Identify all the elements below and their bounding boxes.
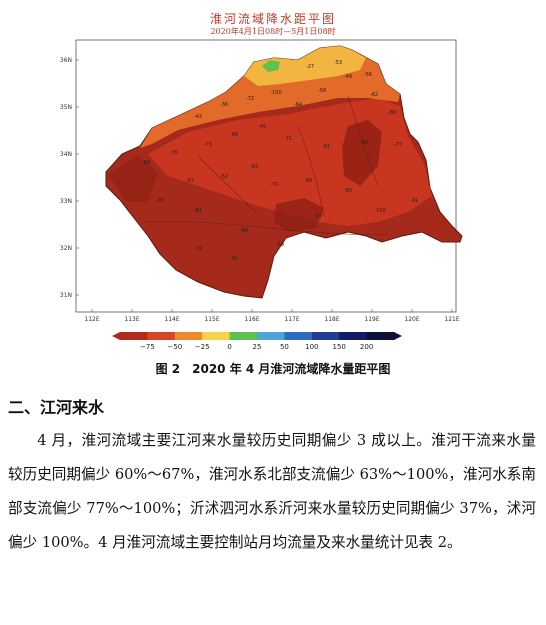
station-value: -100 bbox=[270, 90, 281, 96]
station-value: -76 bbox=[156, 198, 164, 204]
colorbar-swatch bbox=[229, 332, 258, 340]
station-value: -64 bbox=[294, 102, 302, 108]
colorbar-tick-label: 200 bbox=[360, 343, 373, 351]
colorbar-swatch bbox=[284, 332, 313, 340]
station-value: -72 bbox=[246, 96, 254, 102]
colorbar-swatch bbox=[147, 332, 176, 340]
map-title: 淮河流域降水距平图 bbox=[209, 12, 336, 26]
station-value: -58 bbox=[318, 88, 326, 94]
anomaly-zone-green bbox=[262, 60, 280, 72]
figure-caption: 图 2 2020 年 4 月淮河流域降水量距平图 bbox=[155, 362, 391, 376]
colorbar-swatch bbox=[120, 332, 148, 340]
colorbar-arrow-left bbox=[112, 332, 120, 340]
precipitation-anomaly-map: 36N 35N 34N 33N 32N 31N 112E 113E 114E 115E 116E 1… bbox=[60, 39, 463, 351]
lat-label: 33N bbox=[60, 198, 72, 205]
colorbar-tick-label: 25 bbox=[253, 343, 262, 351]
river-lines bbox=[143, 95, 389, 235]
colorbar-swatch bbox=[366, 332, 395, 340]
colorbar-swatch bbox=[311, 332, 340, 340]
station-value: -71 bbox=[284, 136, 292, 142]
station-value: -55 bbox=[170, 150, 178, 156]
station-value: -61 bbox=[194, 208, 202, 214]
colorbar-swatch bbox=[202, 332, 231, 340]
colorbar-arrow-right bbox=[394, 332, 402, 340]
station-value: -65 bbox=[230, 256, 238, 262]
station-value: -27 bbox=[306, 64, 314, 70]
colorbar-swatch bbox=[339, 332, 368, 340]
anomaly-zone-deep-3 bbox=[108, 156, 158, 202]
station-value: -81 bbox=[322, 144, 330, 150]
lon-label: 120E bbox=[404, 316, 419, 323]
lon-label: 118E bbox=[324, 316, 339, 323]
station-value: -84 bbox=[240, 228, 248, 234]
station-value: -73 bbox=[204, 142, 212, 148]
station-value: -52 bbox=[220, 174, 228, 180]
colorbar-tick-label: 150 bbox=[333, 343, 346, 351]
section-heading: 二、江河来水 bbox=[8, 398, 105, 417]
lat-label: 31N bbox=[60, 292, 72, 299]
anomaly-zone-yellow bbox=[244, 46, 366, 86]
station-value: -45 bbox=[258, 124, 266, 130]
lon-label: 117E bbox=[284, 316, 299, 323]
lon-label: 121E bbox=[444, 316, 459, 323]
station-value: -42 bbox=[194, 114, 202, 120]
lon-label: 119E bbox=[364, 316, 379, 323]
lat-label: 34N bbox=[60, 151, 72, 158]
lon-label: 114E bbox=[164, 316, 179, 323]
colorbar-tick-label: 0 bbox=[227, 343, 231, 351]
station-value: -60 bbox=[360, 140, 368, 146]
map-subtitle: 2020年4月1日08时—5月1日08时 bbox=[210, 27, 336, 36]
station-value: -70 bbox=[270, 182, 278, 188]
station-value: -100 bbox=[374, 208, 385, 214]
station-value: -63 bbox=[250, 164, 258, 170]
colorbar-tick-label: −50 bbox=[167, 343, 182, 351]
body-paragraph: 4 月，淮河流域主要江河来水量较历史同期偏少 3 成以上。淮河干流来水量较历史同… bbox=[8, 432, 536, 551]
colorbar-tick-label: −25 bbox=[195, 343, 210, 351]
colorbar-swatch bbox=[174, 332, 203, 340]
station-value: -53 bbox=[334, 60, 342, 66]
lat-label: 35N bbox=[60, 104, 72, 111]
station-value: -72 bbox=[194, 246, 202, 252]
station-value: -80 bbox=[388, 110, 396, 116]
station-value: -77 bbox=[394, 142, 402, 148]
station-value: -69 bbox=[142, 160, 150, 166]
lon-label: 115E bbox=[204, 316, 219, 323]
station-value: -56 bbox=[364, 72, 372, 78]
colorbar-swatch bbox=[257, 332, 285, 340]
station-value: -49 bbox=[344, 74, 352, 80]
station-value: -89 bbox=[304, 178, 312, 184]
station-value: -83 bbox=[344, 188, 352, 194]
lat-label: 32N bbox=[60, 245, 72, 252]
lon-label: 113E bbox=[124, 316, 139, 323]
station-value: -62 bbox=[370, 92, 378, 98]
station-value: -57 bbox=[314, 214, 322, 220]
colorbar-tick-label: 100 bbox=[305, 343, 318, 351]
station-value: -36 bbox=[220, 102, 228, 108]
station-value: -66 bbox=[230, 132, 238, 138]
lon-label: 112E bbox=[84, 316, 99, 323]
station-value: -67 bbox=[186, 178, 194, 184]
lon-label: 116E bbox=[244, 316, 259, 323]
colorbar-tick-label: 50 bbox=[280, 343, 289, 351]
station-value: -91 bbox=[410, 198, 418, 204]
anomaly-zone-deep-2 bbox=[274, 198, 324, 232]
station-value: -59 bbox=[276, 242, 284, 248]
colorbar-tick-label: −75 bbox=[140, 343, 155, 351]
lat-label: 36N bbox=[60, 57, 72, 64]
